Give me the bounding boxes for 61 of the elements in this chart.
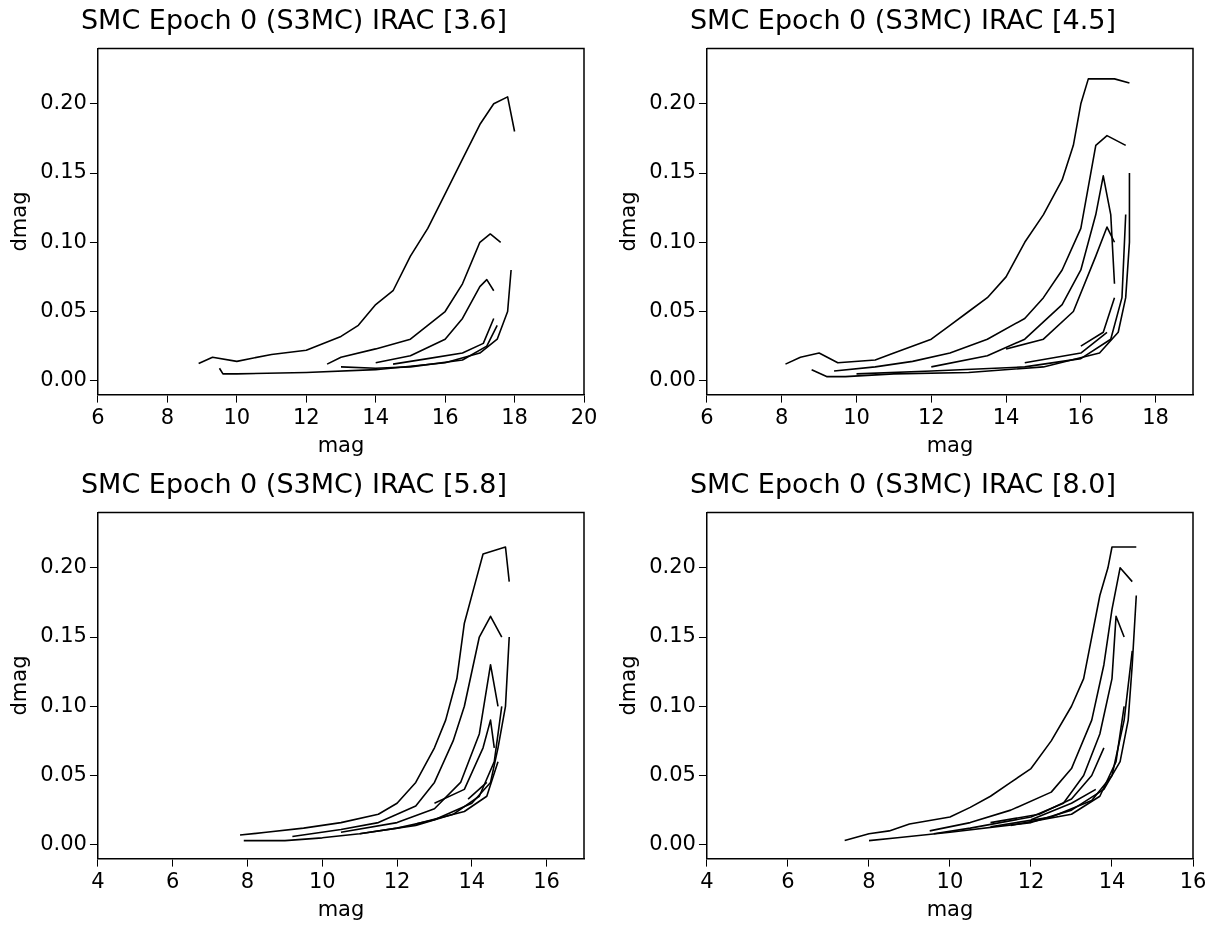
y-tick-label: 0.20 [649, 554, 696, 579]
chart-title: SMC Epoch 0 (S3MC) IRAC [5.8] [80, 468, 508, 500]
y-tick-label: 0.05 [649, 761, 696, 786]
x-tick-label: 4 [700, 868, 714, 893]
x-tick-label: 18 [1142, 404, 1169, 429]
y-tick-label: 0.00 [40, 831, 87, 856]
y-tick-label: 0.05 [649, 297, 696, 322]
x-tick-label: 16 [431, 404, 459, 429]
y-axis-title: dmag [616, 191, 641, 252]
x-tick-label: 8 [240, 868, 255, 893]
x-tick-label: 12 [292, 404, 320, 429]
x-axis-title: mag [317, 432, 365, 457]
y-tick-label: 0.05 [40, 297, 87, 322]
chart-title: SMC Epoch 0 (S3MC) IRAC [3.6] [80, 4, 508, 36]
y-tick-label: 0.15 [649, 623, 696, 648]
chart-title: SMC Epoch 0 (S3MC) IRAC [8.0] [689, 468, 1117, 500]
x-tick-label: 10 [223, 404, 251, 429]
y-tick-label: 0.10 [40, 228, 87, 253]
x-tick-label: 6 [166, 868, 180, 893]
y-tick-label: 0.15 [649, 159, 696, 184]
x-tick-label: 10 [936, 868, 964, 893]
x-tick-label: 8 [862, 868, 876, 893]
y-tick-label: 0.10 [649, 228, 696, 253]
x-tick-label: 16 [1067, 404, 1095, 429]
x-tick-label: 12 [383, 868, 411, 893]
y-tick-label: 0.00 [649, 831, 696, 856]
x-tick-label: 20 [570, 404, 598, 429]
x-tick-label: 14 [362, 404, 390, 429]
y-tick-label: 0.20 [40, 90, 87, 115]
y-tick-label: 0.00 [40, 367, 87, 392]
chart-title: SMC Epoch 0 (S3MC) IRAC [4.5] [689, 4, 1117, 36]
y-tick-label: 0.15 [40, 159, 87, 184]
x-axis-title: mag [317, 896, 365, 921]
x-tick-label: 6 [700, 404, 714, 429]
y-axis-title: dmag [616, 655, 641, 716]
y-tick-label: 0.15 [40, 623, 87, 648]
y-tick-label: 0.10 [40, 692, 87, 717]
y-axis-title: dmag [7, 191, 32, 252]
x-tick-label: 16 [533, 868, 560, 893]
x-axis-title: mag [926, 432, 974, 457]
y-tick-label: 0.20 [649, 90, 696, 115]
x-tick-label: 10 [843, 404, 870, 429]
x-tick-label: 4 [91, 868, 105, 893]
x-tick-label: 6 [91, 404, 105, 429]
y-tick-label: 0.05 [40, 761, 87, 786]
x-tick-label: 6 [781, 868, 795, 893]
y-tick-label: 0.00 [649, 367, 696, 392]
x-tick-label: 12 [917, 404, 945, 429]
x-tick-label: 14 [1098, 868, 1126, 893]
x-tick-label: 8 [775, 404, 789, 429]
x-tick-label: 16 [1179, 868, 1207, 893]
x-tick-label: 8 [160, 404, 175, 429]
y-tick-label: 0.20 [40, 554, 87, 579]
x-axis-title: mag [926, 896, 974, 921]
y-axis-title: dmag [7, 655, 32, 716]
y-tick-label: 0.10 [649, 692, 696, 717]
x-tick-label: 10 [308, 868, 336, 893]
x-tick-label: 18 [501, 404, 528, 429]
x-tick-label: 12 [1017, 868, 1045, 893]
x-tick-label: 14 [992, 404, 1020, 429]
x-tick-label: 14 [458, 868, 486, 893]
